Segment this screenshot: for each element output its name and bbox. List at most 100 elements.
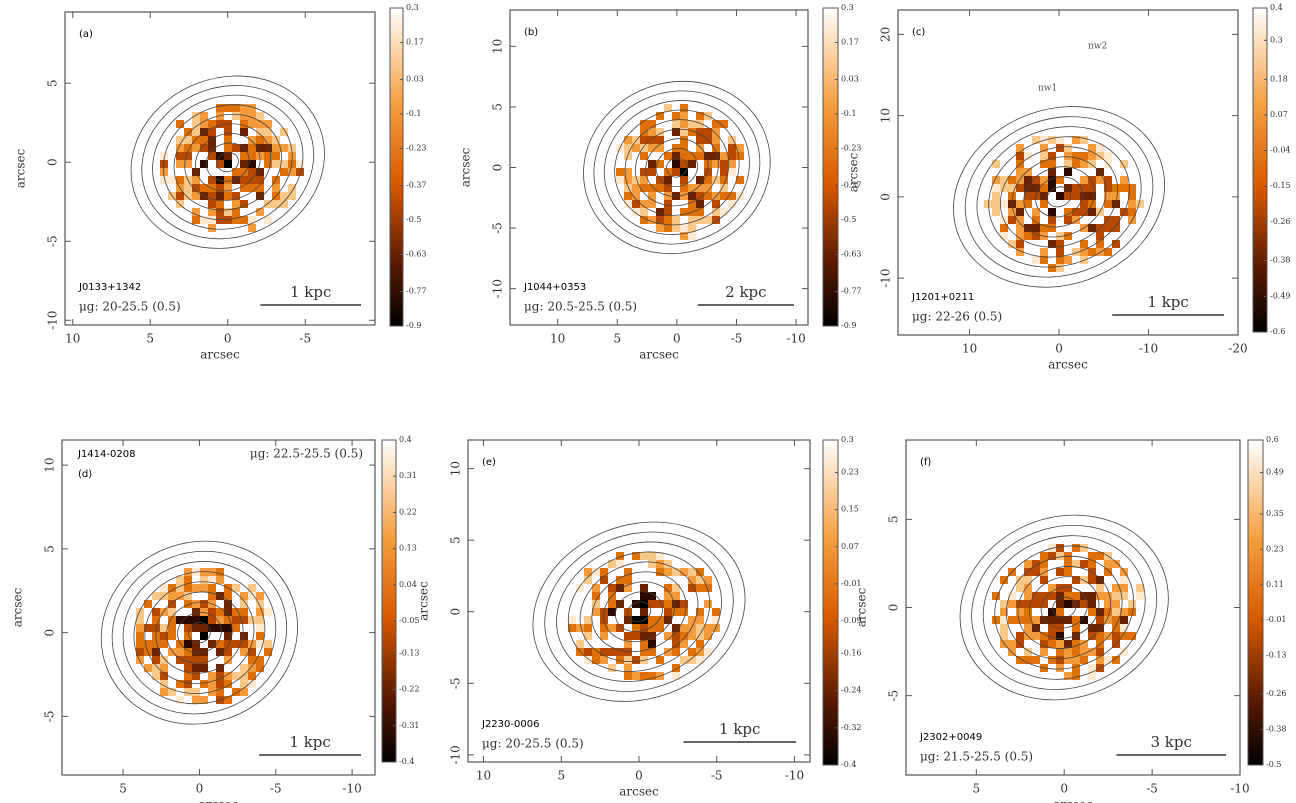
pixel [648, 552, 656, 560]
pixel [632, 600, 640, 608]
pixel [192, 184, 200, 192]
pixel [680, 144, 688, 152]
contour [964, 116, 1154, 278]
pixel [176, 648, 184, 656]
pixel [712, 152, 720, 160]
x-tick-label: 5 [972, 782, 980, 796]
pixel [704, 600, 712, 608]
pixel [640, 640, 648, 648]
pixel [216, 648, 224, 656]
pixel [248, 648, 256, 656]
pixel [192, 136, 200, 144]
pixel [680, 624, 688, 632]
pixel [216, 568, 224, 576]
y-tick-label: 0 [887, 604, 901, 612]
pixel [1096, 144, 1104, 152]
pixel [1088, 632, 1096, 640]
pixel [240, 600, 248, 608]
contour [593, 90, 761, 245]
x-axis-label: arcsec [639, 348, 679, 362]
pixel [224, 184, 232, 192]
map [532, 521, 746, 702]
pixel [664, 568, 672, 576]
pixel [1008, 216, 1016, 224]
contour [591, 571, 687, 653]
pixel [1056, 176, 1064, 184]
pixel [264, 152, 272, 160]
pixel [1056, 256, 1064, 264]
pixel [272, 184, 280, 192]
panel-label: (d) [78, 469, 92, 480]
pixel [168, 176, 176, 184]
pixel [648, 184, 656, 192]
pixel [632, 184, 640, 192]
colorbar-tick-label: 0.4 [1270, 3, 1283, 12]
pixel [1104, 592, 1112, 600]
pixel [224, 696, 232, 704]
pixel [1120, 584, 1128, 592]
pixel [720, 152, 728, 160]
pixel [280, 128, 288, 136]
pixel [680, 128, 688, 136]
pixel [1016, 152, 1024, 160]
pixel [1024, 184, 1032, 192]
pixel [1048, 552, 1056, 560]
pixel [696, 200, 704, 208]
pixel [240, 640, 248, 648]
pixel [624, 192, 632, 200]
pixel [224, 632, 232, 640]
pixel [720, 120, 728, 128]
pixel [656, 160, 664, 168]
pixel [1040, 632, 1048, 640]
pixel [160, 664, 168, 672]
pixel [184, 680, 192, 688]
pixel [216, 160, 224, 168]
pixel [1064, 656, 1072, 664]
pixel [664, 216, 672, 224]
panel-label: (b) [524, 27, 538, 38]
pixel [192, 112, 200, 120]
pixel [1096, 576, 1104, 584]
pixel [640, 176, 648, 184]
pixel [640, 152, 648, 160]
colorbar-tick-label: -0.37 [406, 181, 427, 190]
pixel [600, 648, 608, 656]
pixel [264, 160, 272, 168]
pixel [664, 104, 672, 112]
colorbar-tick-label: -0.15 [1270, 181, 1291, 190]
pixel [240, 632, 248, 640]
pixel [1064, 160, 1072, 168]
pixel [1088, 248, 1096, 256]
pixel [248, 216, 256, 224]
pixel [656, 208, 664, 216]
pixel [264, 144, 272, 152]
pixel [1000, 184, 1008, 192]
pixel [1120, 624, 1128, 632]
pixel [600, 576, 608, 584]
pixel [184, 568, 192, 576]
pixel [1104, 152, 1112, 160]
pixel [1080, 560, 1088, 568]
pixel [136, 616, 144, 624]
pixel [1016, 640, 1024, 648]
pixel [1024, 168, 1032, 176]
pixel [1064, 616, 1072, 624]
pixel [184, 144, 192, 152]
pixel [672, 648, 680, 656]
pixel [248, 160, 256, 168]
pixel [680, 640, 688, 648]
pixel [648, 160, 656, 168]
contour [1052, 596, 1077, 619]
pixel [1056, 144, 1064, 152]
pixel [696, 152, 704, 160]
pixel [152, 592, 160, 600]
pixel [688, 616, 696, 624]
surface-brightness: μg: 20-25.5 (0.5) [79, 300, 181, 314]
y-tick-label: 0 [46, 158, 60, 166]
colorbar-tick-label: -0.63 [406, 249, 427, 258]
pixel [640, 144, 648, 152]
contour [1040, 586, 1088, 629]
pixel [640, 216, 648, 224]
pixel [1104, 216, 1112, 224]
pixel [1032, 208, 1040, 216]
